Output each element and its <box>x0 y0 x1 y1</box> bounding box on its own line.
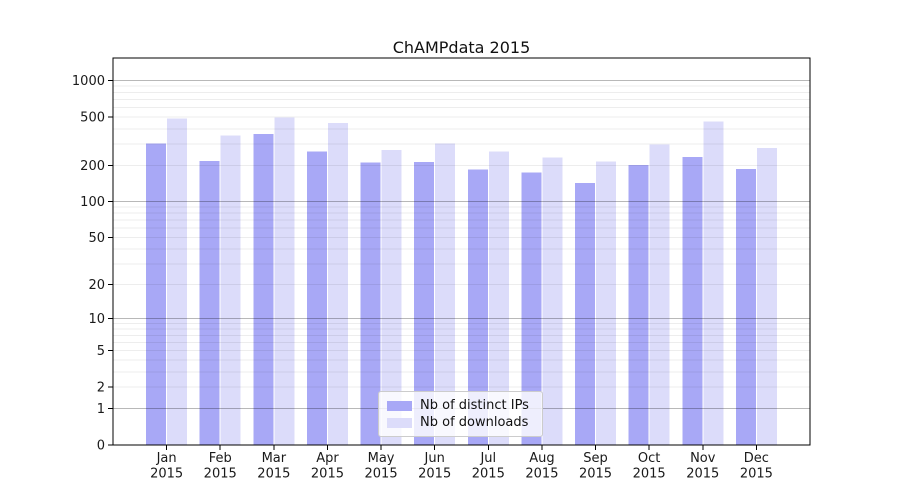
bar-downloads-jun <box>435 143 456 445</box>
y-tick-label: 100 <box>80 195 105 210</box>
y-tick-label: 0 <box>97 439 105 454</box>
y-tick-label: 2 <box>97 381 105 396</box>
y-tick-label: 500 <box>80 111 105 126</box>
x-tick-label: Sep 2015 <box>579 451 612 482</box>
bar-distinct-ips-mar <box>253 134 274 446</box>
bar-distinct-ips-feb <box>199 160 220 445</box>
bar-distinct-ips-dec <box>735 169 756 445</box>
x-tick-label: Oct 2015 <box>633 451 666 482</box>
x-tick-label: May 2015 <box>365 451 398 482</box>
y-tick-label: 1 <box>97 402 105 417</box>
x-tick-label: Nov 2015 <box>686 451 719 482</box>
x-tick-label: Jul 2015 <box>472 451 505 482</box>
bar-distinct-ips-oct <box>628 165 649 445</box>
x-tick-label: Aug 2015 <box>525 451 558 482</box>
x-tick-label: Jan 2015 <box>150 451 183 482</box>
bar-distinct-ips-nov <box>682 156 703 446</box>
x-tick-label: Jun 2015 <box>418 451 451 482</box>
legend-label-distinct-ips: Nb of distinct IPs <box>420 398 529 413</box>
legend-swatch-distinct-ips <box>387 400 412 411</box>
y-tick-label: 200 <box>80 159 105 174</box>
y-tick-label: 5 <box>97 344 105 359</box>
bar-downloads-may <box>381 149 402 445</box>
bar-distinct-ips-jul <box>467 169 488 446</box>
legend: Nb of distinct IPs Nb of downloads <box>378 391 543 437</box>
legend-item-distinct-ips: Nb of distinct IPs <box>387 397 534 414</box>
legend-swatch-downloads <box>387 417 412 428</box>
legend-item-downloads: Nb of downloads <box>387 414 534 431</box>
y-tick-label: 1000 <box>72 74 105 89</box>
bar-distinct-ips-may <box>360 162 381 445</box>
bar-distinct-ips-jun <box>414 162 435 445</box>
bar-downloads-apr <box>327 122 348 446</box>
bar-downloads-jan <box>167 118 188 445</box>
bar-downloads-feb <box>220 135 241 446</box>
bar-downloads-sep <box>596 161 617 445</box>
chart-title: ChAMPdata 2015 <box>392 38 531 57</box>
y-tick-label: 20 <box>88 278 105 293</box>
x-tick-label: Feb 2015 <box>204 451 237 482</box>
bar-downloads-mar <box>274 117 295 446</box>
plot-border <box>112 57 811 446</box>
x-tick-label: Apr 2015 <box>311 451 344 482</box>
legend-label-downloads: Nb of downloads <box>420 415 529 430</box>
bar-distinct-ips-jan <box>146 143 167 445</box>
bar-downloads-oct <box>649 144 670 445</box>
bar-distinct-ips-apr <box>306 151 327 445</box>
bar-downloads-jul <box>488 151 509 445</box>
bar-downloads-aug <box>542 157 563 445</box>
bar-downloads-dec <box>756 147 777 445</box>
x-tick-label: Dec 2015 <box>740 451 773 482</box>
bar-distinct-ips-sep <box>575 183 596 446</box>
y-tick-label: 10 <box>88 312 105 327</box>
bar-downloads-nov <box>703 121 724 446</box>
bar-distinct-ips-aug <box>521 172 542 445</box>
y-tick-label: 50 <box>88 231 105 246</box>
x-tick-label: Mar 2015 <box>257 451 290 482</box>
